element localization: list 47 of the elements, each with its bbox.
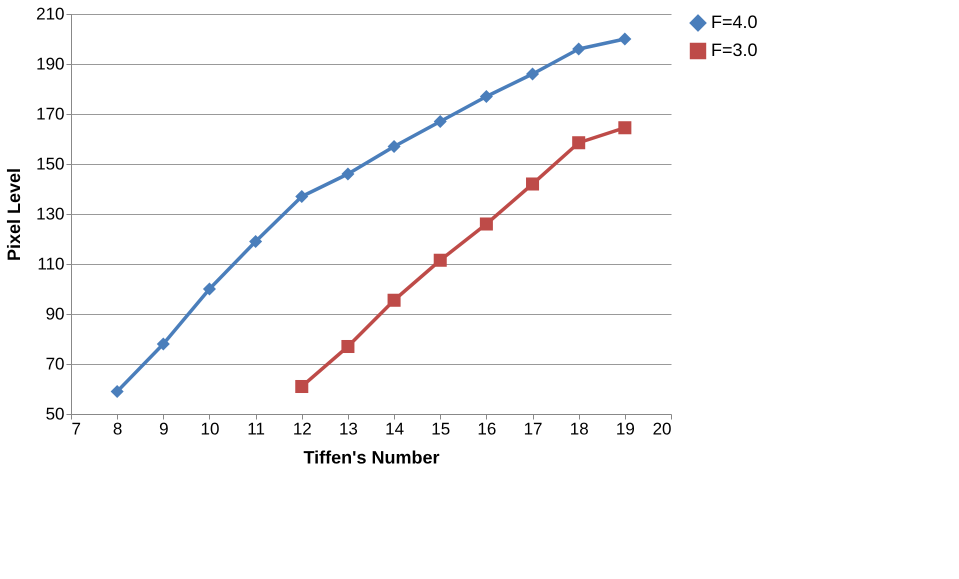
point [249,234,262,248]
x-tick-label: 18 [570,420,589,438]
point [434,254,447,267]
point [480,90,493,104]
point [572,42,586,56]
point [618,121,632,134]
x-tick-label: 7 [72,420,81,438]
y-tick-label: 150 [36,154,64,174]
x-tick-label: 12 [292,420,312,438]
point [202,282,216,296]
y-tick-label: 190 [36,54,64,74]
x-tick-label: 9 [159,420,169,438]
point [526,67,540,81]
point [434,114,447,128]
legend-label: F=4.0 [711,12,758,32]
x-tick-label: 16 [477,420,496,438]
point [388,140,401,154]
x-tick-label: 14 [385,420,404,438]
point [618,32,632,46]
x-tick-label: 11 [247,420,265,438]
x-tick-label: 13 [338,420,358,438]
x-tick-label: 8 [112,420,122,438]
point [341,340,354,354]
point [156,337,170,351]
y-tick-label: 170 [36,104,64,124]
x-tick-label: 10 [200,420,220,438]
point [388,294,401,307]
y-tick-label: 130 [36,204,64,224]
y-tick-label: 90 [46,304,64,324]
x-tick-label: 15 [431,420,450,438]
point [295,190,308,204]
x-tick-label: 20 [652,420,672,438]
y-tick-label: 70 [46,354,64,374]
legend-label: F=3.0 [711,40,758,60]
y-axis-title: Pixel Level [4,168,24,262]
y-tick-label: 210 [36,4,64,24]
point [110,384,124,398]
point [295,380,308,394]
x-tick-label: 19 [616,420,635,438]
point [480,217,493,231]
x-axis-title: Tiffen's Number [304,448,440,468]
point [572,136,586,150]
point [526,177,540,191]
x-tick-label: 17 [524,420,542,438]
y-tick-label: 50 [46,404,64,424]
point [341,167,354,181]
y-tick-label: 110 [37,254,64,274]
